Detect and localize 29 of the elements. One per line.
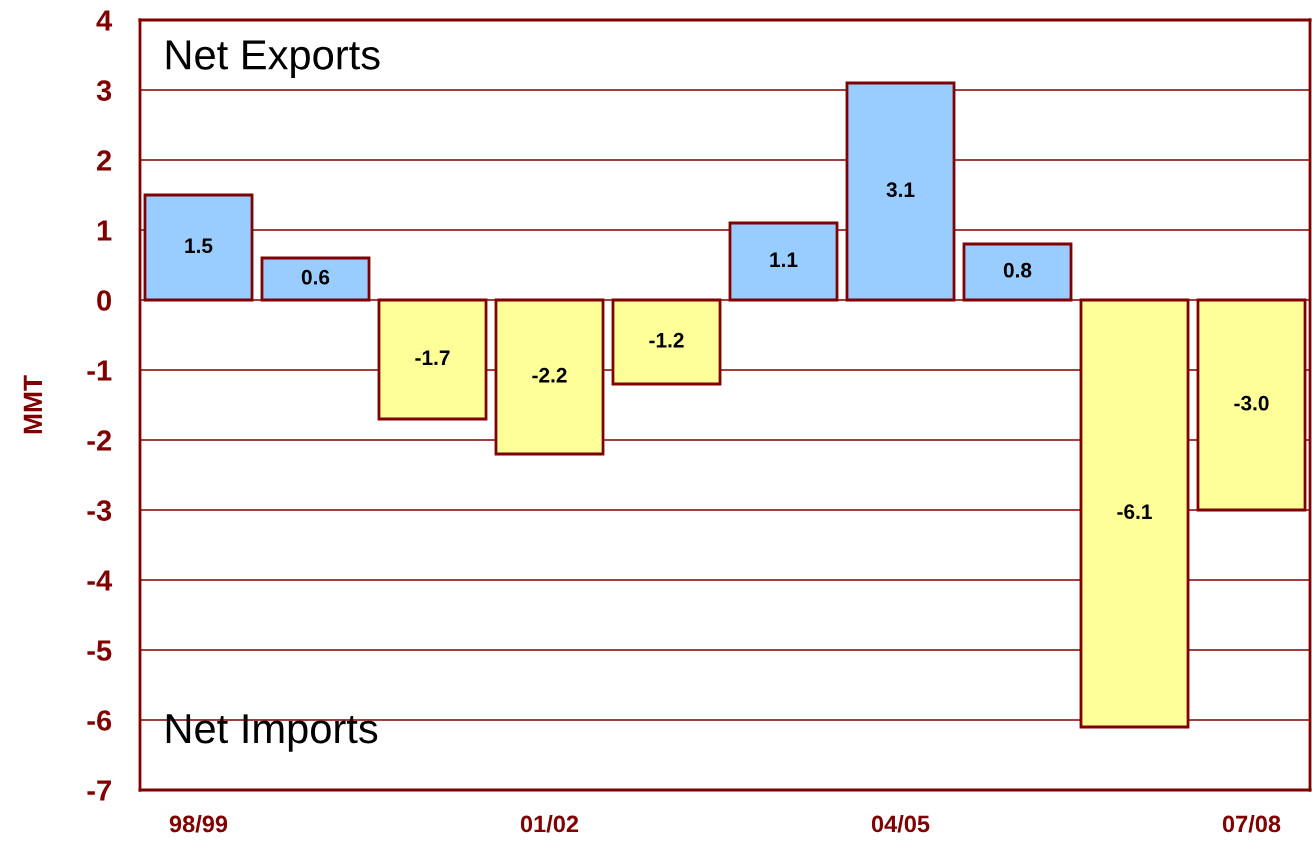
y-tick-label: 3: [96, 80, 112, 101]
annotation: Net Imports: [166, 714, 378, 752]
x-tick-label: 07/08: [1222, 815, 1281, 833]
x-tick-label: 98/99: [169, 815, 228, 833]
x-tick-label: 01/02: [520, 815, 579, 833]
data-label: -2.2: [532, 367, 567, 383]
data-label: 1.5: [185, 238, 213, 254]
y-tick-label: -2: [87, 430, 112, 451]
y-tick-label: 0: [97, 290, 112, 311]
y-tick-label: -3: [87, 500, 112, 521]
y-tick-label: -6: [87, 710, 112, 731]
x-tick-label: 04/05: [871, 815, 930, 833]
y-tick-label: 2: [97, 150, 112, 171]
data-label: 0.8: [1003, 262, 1032, 278]
data-label: 3.1: [886, 182, 915, 198]
y-tick-label: -7: [87, 780, 111, 801]
annotation: Net Exports: [166, 40, 380, 78]
y-tick-label: 1: [97, 220, 112, 241]
y-tick-label: -4: [87, 570, 113, 591]
y-tick-label: -5: [87, 640, 112, 661]
data-label: -3.0: [1234, 395, 1269, 411]
data-label: -1.2: [649, 332, 684, 348]
data-label: 1.1: [770, 252, 798, 267]
y-tick-label: -1: [87, 360, 112, 381]
y-tick-label: 4: [96, 10, 113, 31]
y-axis-title: MMT: [23, 375, 42, 434]
data-label: -6.1: [1117, 504, 1152, 520]
data-label: 0.6: [301, 269, 330, 285]
data-label: -1.7: [415, 350, 450, 365]
